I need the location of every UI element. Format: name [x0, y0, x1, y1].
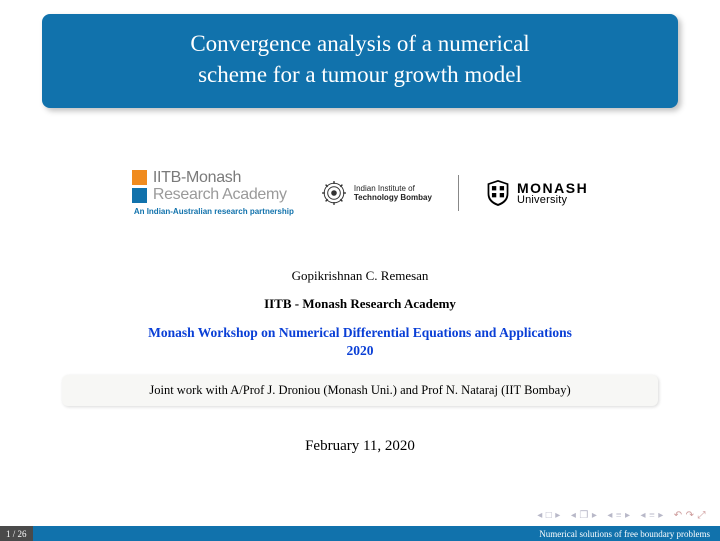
logo-line-2: Research Academy [153, 187, 287, 204]
gear-icon [320, 179, 348, 207]
monash-line-1: MONASH [517, 181, 588, 195]
logo-monash-text: MONASH University [517, 181, 588, 206]
affiliation: IITB - Monash Research Academy [264, 296, 456, 312]
logo-line-1: IITB-Monash [153, 170, 287, 187]
logo-monash: MONASH University [485, 178, 588, 208]
logo-squares-icon [132, 170, 147, 203]
author-name: Gopikrishnan C. Remesan [292, 268, 429, 284]
workshop-line-2: 2020 [148, 342, 572, 360]
logo-iitb-monash: IITB-Monash Research Academy An Indian-A… [132, 170, 294, 217]
footer-bar: 1 / 26 Numerical solutions of free bound… [0, 526, 720, 541]
iit-line-2: Technology Bombay [354, 193, 432, 202]
nav-prev-section-icon[interactable]: ◂ ≡ ▸ [607, 510, 630, 521]
logo-iitb-monash-text: IITB-Monash Research Academy [153, 170, 287, 204]
title-box: Convergence analysis of a numerical sche… [42, 14, 678, 108]
title-line-1: Convergence analysis of a numerical [62, 28, 658, 59]
nav-prev-slide-icon[interactable]: ◂ □ ▸ [537, 510, 561, 521]
monash-line-2: University [517, 195, 588, 206]
vertical-divider [458, 175, 459, 211]
footer-caption: Numerical solutions of free boundary pro… [539, 529, 720, 539]
workshop-title: Monash Workshop on Numerical Differentia… [148, 324, 572, 360]
square-top [132, 170, 147, 185]
nav-next-section-icon[interactable]: ◂ ≡ ▸ [641, 510, 664, 521]
shield-icon [485, 178, 511, 208]
title-line-2: scheme for a tumour growth model [62, 59, 658, 90]
nav-prev-frame-icon[interactable]: ◂ ❐ ▸ [571, 510, 598, 521]
logo-row: IITB-Monash Research Academy An Indian-A… [60, 158, 660, 228]
nav-undo-icon[interactable]: ↶ ↷ ⤢ [674, 510, 706, 521]
presentation-date: February 11, 2020 [305, 438, 415, 455]
iit-line-1: Indian Institute of [354, 184, 432, 193]
workshop-line-1: Monash Workshop on Numerical Differentia… [148, 324, 572, 342]
joint-work-box: Joint work with A/Prof J. Droniou (Monas… [62, 375, 658, 406]
logo-iit-text: Indian Institute of Technology Bombay [354, 184, 432, 202]
slide-title: Convergence analysis of a numerical sche… [0, 0, 720, 541]
page-counter: 1 / 26 [0, 526, 33, 541]
logo-iit-bombay: Indian Institute of Technology Bombay [320, 179, 432, 207]
square-bottom [132, 188, 147, 203]
logo-iitb-monash-top: IITB-Monash Research Academy [132, 170, 287, 204]
beamer-nav-icons[interactable]: ◂ □ ▸ ◂ ❐ ▸ ◂ ≡ ▸ ◂ ≡ ▸ ↶ ↷ ⤢ [537, 510, 706, 521]
logo-subtitle: An Indian-Australian research partnershi… [134, 207, 294, 216]
